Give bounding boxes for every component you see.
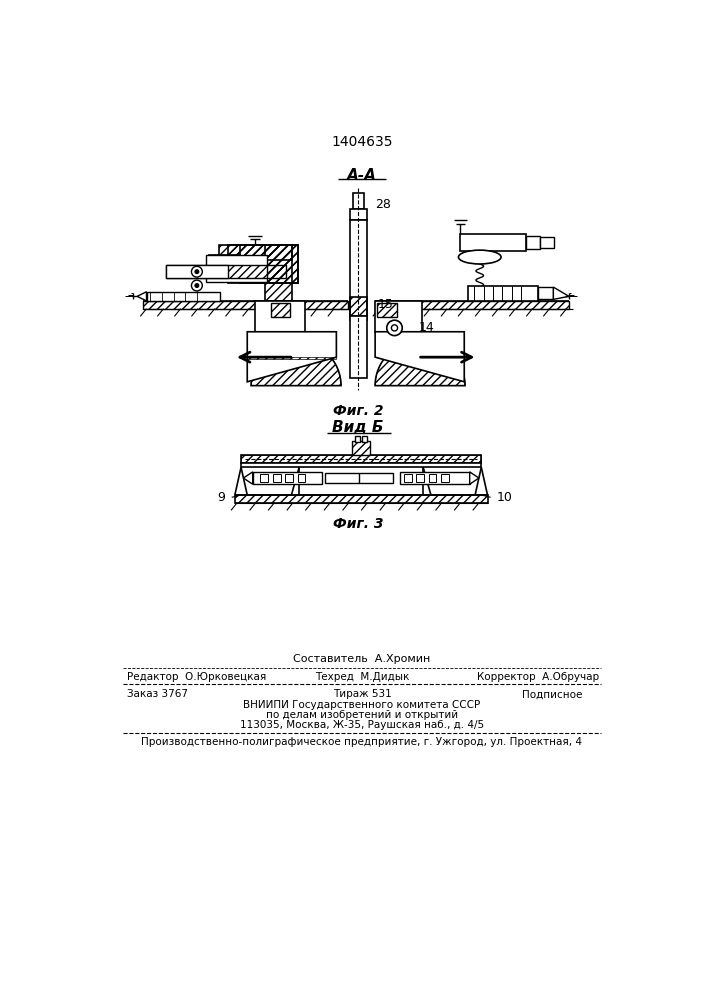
Text: Составитель  А.Хромин: Составитель А.Хромин — [293, 654, 431, 664]
Bar — [460, 234, 526, 251]
Bar — [404, 474, 411, 482]
Text: 113035, Москва, Ж-35, Раушская наб., д. 4/5: 113035, Москва, Ж-35, Раушская наб., д. … — [240, 720, 484, 730]
Bar — [349, 209, 367, 220]
Bar — [526, 235, 540, 249]
Bar — [400, 472, 469, 484]
Bar — [349, 297, 367, 316]
Polygon shape — [137, 292, 146, 301]
Bar — [416, 474, 424, 482]
Text: A-A: A-A — [347, 168, 377, 183]
Bar — [428, 474, 436, 482]
Bar — [166, 265, 286, 278]
Text: Техред  М.Дидык: Техред М.Дидык — [315, 672, 409, 682]
Bar — [298, 474, 305, 482]
Bar — [540, 237, 554, 248]
Text: 15: 15 — [378, 298, 393, 311]
Bar — [375, 301, 569, 309]
Bar — [166, 265, 228, 278]
Text: Подписное: Подписное — [522, 689, 583, 699]
Bar — [352, 441, 370, 455]
Bar — [273, 474, 281, 482]
Bar — [349, 316, 367, 378]
Bar — [362, 436, 368, 442]
Text: Вид Б: Вид Б — [332, 420, 384, 436]
Text: 14: 14 — [419, 321, 434, 334]
Text: Заказ 3767: Заказ 3767 — [127, 689, 188, 699]
Circle shape — [195, 270, 199, 274]
Bar — [209, 255, 240, 282]
Text: 1404635: 1404635 — [331, 135, 392, 149]
Bar — [352, 441, 370, 455]
Circle shape — [195, 284, 199, 287]
Polygon shape — [554, 287, 569, 299]
Text: Фиг. 2: Фиг. 2 — [333, 404, 383, 418]
Text: ВНИИПИ Государственного комитета СССР: ВНИИПИ Государственного комитета СССР — [243, 700, 481, 710]
Bar — [538, 287, 554, 299]
Bar — [235, 495, 488, 503]
Bar — [353, 193, 363, 209]
Circle shape — [192, 280, 202, 291]
Bar — [285, 474, 293, 482]
Text: 9: 9 — [218, 491, 226, 504]
Text: по делам изобретений и открытий: по делам изобретений и открытий — [266, 710, 458, 720]
Bar — [441, 474, 449, 482]
Circle shape — [392, 325, 397, 331]
Polygon shape — [247, 332, 337, 382]
Bar — [378, 303, 397, 317]
Bar — [325, 473, 393, 483]
Polygon shape — [243, 472, 252, 484]
Bar — [252, 472, 322, 484]
Bar — [240, 245, 298, 283]
Circle shape — [192, 266, 202, 277]
Bar — [228, 245, 298, 283]
Text: Тираж 531: Тираж 531 — [332, 689, 392, 699]
Text: 10: 10 — [497, 491, 513, 504]
Bar — [241, 455, 481, 463]
Bar — [255, 301, 305, 332]
Bar — [355, 436, 361, 442]
Bar — [206, 255, 267, 282]
Bar — [468, 286, 538, 301]
Bar — [143, 301, 348, 309]
Text: 28: 28 — [375, 198, 391, 211]
Bar — [271, 303, 290, 317]
Bar — [265, 245, 292, 301]
Text: Производственно-полиграфическое предприятие, г. Ужгород, ул. Проектная, 4: Производственно-полиграфическое предприя… — [141, 737, 583, 747]
Text: Редактор  О.Юрковецкая: Редактор О.Юрковецкая — [127, 672, 267, 682]
Polygon shape — [469, 472, 479, 484]
Bar — [349, 220, 367, 320]
Ellipse shape — [458, 250, 501, 264]
Circle shape — [387, 320, 402, 336]
Bar — [260, 474, 268, 482]
Bar — [218, 245, 292, 260]
Bar — [146, 292, 220, 301]
Text: Корректор  А.Обручар: Корректор А.Обручар — [477, 672, 599, 682]
Bar — [241, 463, 481, 467]
Bar — [241, 455, 481, 463]
Text: Фиг. 3: Фиг. 3 — [333, 517, 383, 531]
Bar — [375, 301, 421, 332]
Polygon shape — [375, 332, 464, 382]
